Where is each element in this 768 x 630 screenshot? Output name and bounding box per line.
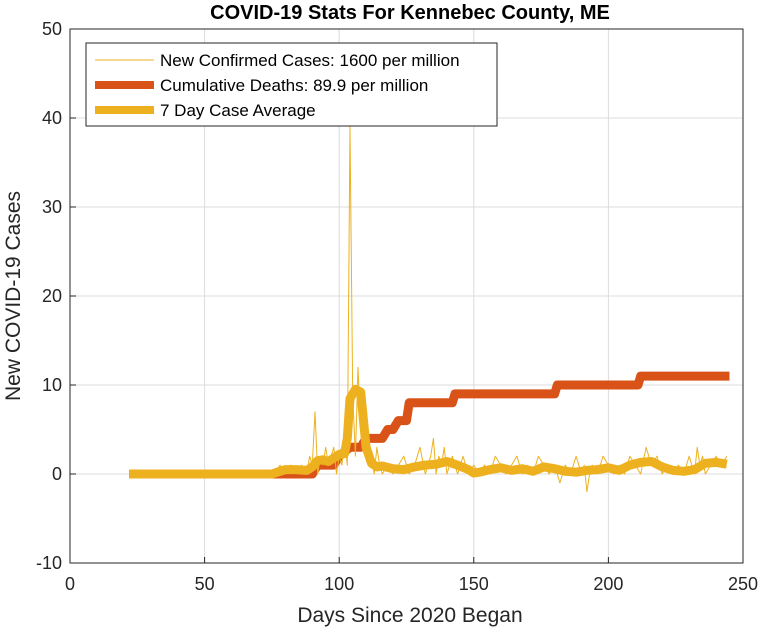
y-tick-label: 30 [42, 197, 62, 217]
legend-entry-label: Cumulative Deaths: 89.9 per million [160, 76, 428, 95]
series-line-cumulative-deaths [129, 371, 730, 479]
y-tick-label: 0 [52, 464, 62, 484]
legend: New Confirmed Cases: 1600 per million Cum… [85, 42, 498, 127]
x-axis-label: Days Since 2020 Began [297, 604, 522, 627]
y-tick-label: 10 [42, 375, 62, 395]
y-axis-label: New COVID-19 Cases [2, 191, 25, 401]
x-tick-label: 150 [459, 574, 489, 594]
series-line-7-day-average [129, 384, 728, 479]
y-tick-label: 40 [42, 108, 62, 128]
legend-entry-label: New Confirmed Cases: 1600 per million [160, 51, 460, 70]
x-tick-label: 200 [593, 574, 623, 594]
x-tick-label: 50 [195, 574, 215, 594]
y-tick-label: 50 [42, 19, 62, 39]
y-tick-label: -10 [36, 553, 62, 573]
legend-box [85, 42, 498, 127]
x-tick-label: 0 [65, 574, 75, 594]
x-tick-label: 250 [728, 574, 758, 594]
x-tick-label: 100 [324, 574, 354, 594]
y-tick-label: 20 [42, 286, 62, 306]
series-line-new-cases [129, 126, 728, 493]
legend-entry-label: 7 Day Case Average [160, 101, 316, 120]
chart-title: COVID-19 Stats For Kennebec County, ME [210, 2, 610, 24]
data-series [129, 126, 730, 493]
